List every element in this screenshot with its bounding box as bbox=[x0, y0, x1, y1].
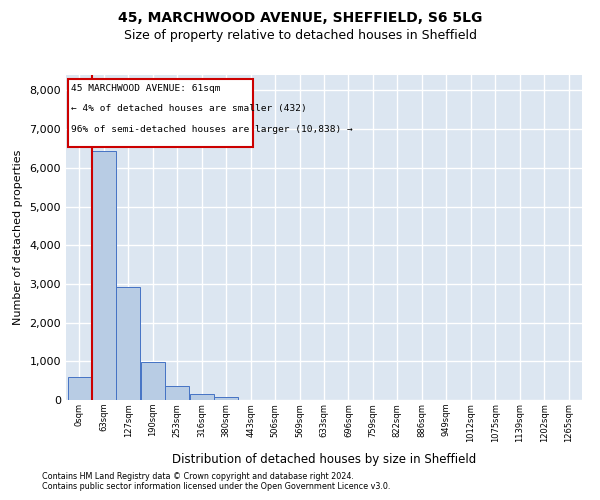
Text: Contains public sector information licensed under the Open Government Licence v3: Contains public sector information licen… bbox=[42, 482, 391, 491]
Bar bbox=[68, 377, 91, 400]
Text: 45, MARCHWOOD AVENUE, SHEFFIELD, S6 5LG: 45, MARCHWOOD AVENUE, SHEFFIELD, S6 5LG bbox=[118, 11, 482, 25]
Text: Size of property relative to detached houses in Sheffield: Size of property relative to detached ho… bbox=[124, 29, 476, 42]
Text: 96% of semi-detached houses are larger (10,838) →: 96% of semi-detached houses are larger (… bbox=[71, 124, 352, 134]
Bar bbox=[214, 397, 238, 400]
X-axis label: Distribution of detached houses by size in Sheffield: Distribution of detached houses by size … bbox=[172, 453, 476, 466]
Bar bbox=[190, 394, 214, 400]
Text: ← 4% of detached houses are smaller (432): ← 4% of detached houses are smaller (432… bbox=[71, 104, 307, 113]
Text: Contains HM Land Registry data © Crown copyright and database right 2024.: Contains HM Land Registry data © Crown c… bbox=[42, 472, 354, 481]
Y-axis label: Number of detached properties: Number of detached properties bbox=[13, 150, 23, 325]
Text: 45 MARCHWOOD AVENUE: 61sqm: 45 MARCHWOOD AVENUE: 61sqm bbox=[71, 84, 220, 92]
Bar bbox=[141, 362, 164, 400]
Bar bbox=[116, 287, 140, 400]
Bar bbox=[92, 151, 116, 400]
Bar bbox=[166, 386, 189, 400]
FancyBboxPatch shape bbox=[68, 79, 253, 146]
